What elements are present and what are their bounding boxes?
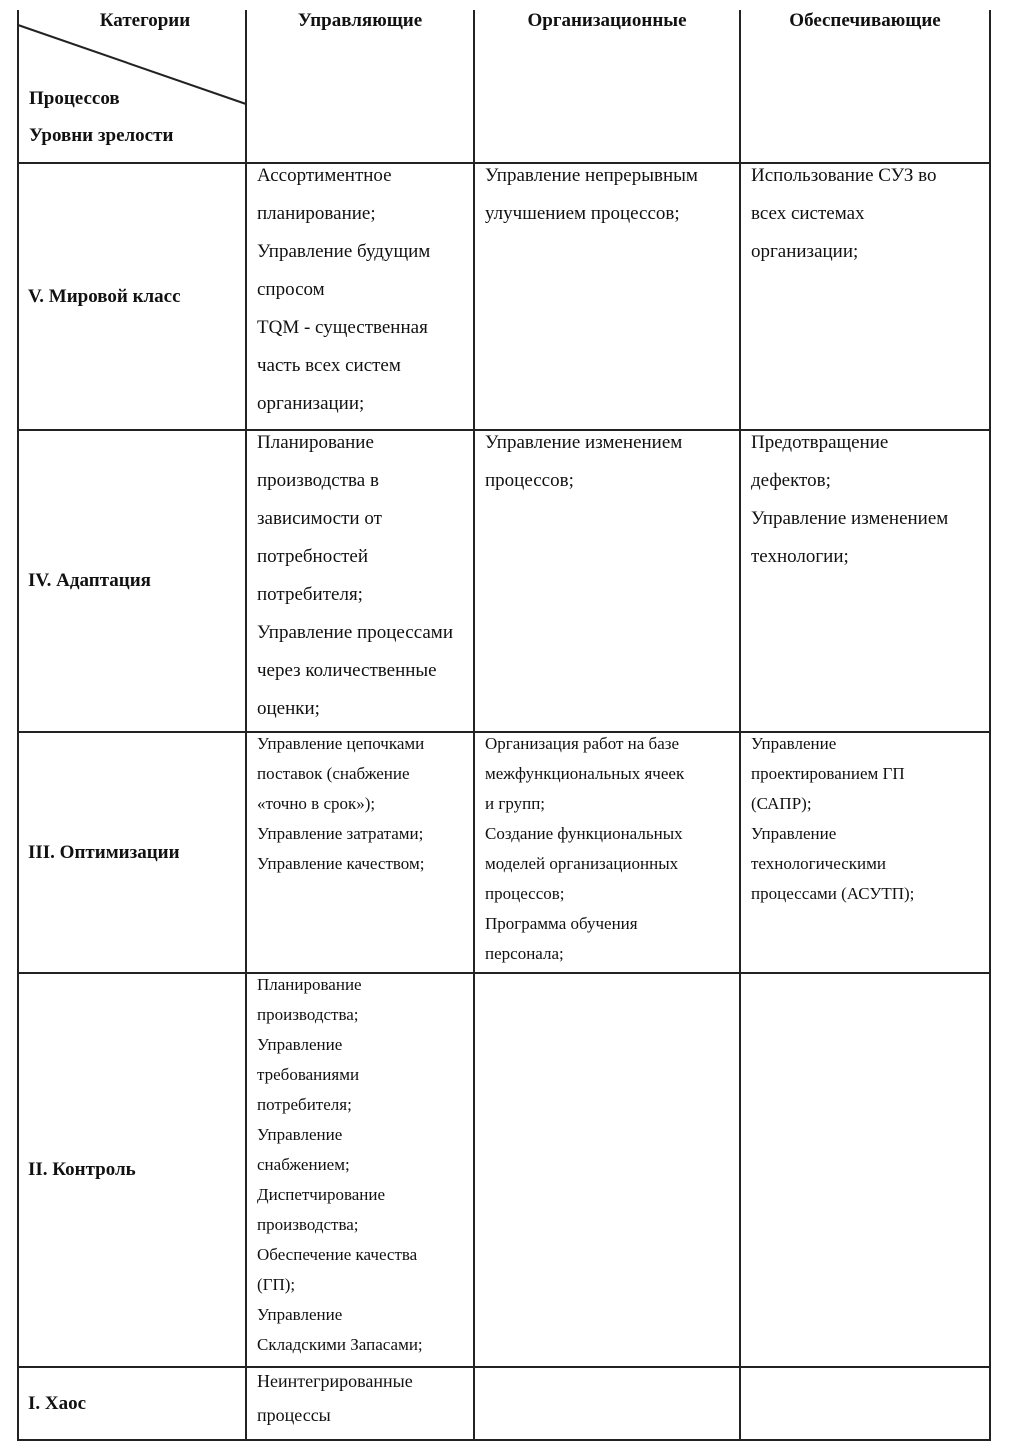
process-text-line: процессов; [485, 470, 574, 491]
row-border [17, 1439, 991, 1441]
process-cell: Управление проектированием ГП (САПР); Управ… [740, 729, 990, 909]
process-cell: Управление цепочками поставок (снабжение «… [246, 729, 474, 879]
process-text-line: производства; [257, 1215, 359, 1234]
row-border [17, 731, 991, 733]
process-text-line: оценки; [257, 698, 320, 719]
process-text-line: Управление изменением [751, 508, 949, 529]
process-text-line: Управление [257, 1125, 343, 1144]
process-cell: Предотвращение дефектов; Управление измене… [740, 424, 990, 576]
process-text-line: Создание функциональных [485, 824, 683, 843]
process-text-line: всех системах [751, 203, 865, 224]
process-text-line: Предотвращение [751, 432, 889, 453]
process-text-line: TQM - существенная [257, 317, 428, 338]
process-cell: Планирование производства в зависимости от… [246, 424, 474, 728]
process-cell: Ассортиментное планирование; Управление бу… [246, 157, 474, 423]
column-border [245, 10, 247, 1441]
process-cell: Управление непрерывным улучшением процесс… [474, 157, 740, 233]
process-text-line: технологическими [751, 854, 886, 873]
corner-processes-label: Процессов [29, 88, 120, 109]
corner-diagonal-line [17, 24, 247, 105]
process-text-line: Управление [751, 824, 837, 843]
process-text-line: производства в [257, 470, 379, 491]
process-text-line: Управление затратами; [257, 824, 424, 843]
process-text-line: Неинтегрированные [257, 1371, 413, 1391]
maturity-level-label: V. Мировой класс [28, 285, 181, 307]
process-text-line: спросом [257, 279, 325, 300]
process-text-line: Управление качеством; [257, 854, 425, 873]
process-text-line: Управление процессами [257, 622, 454, 643]
process-cell: Планирование производства; Управление требо… [246, 970, 474, 1360]
process-text-line: организации; [257, 393, 365, 414]
maturity-level-label: IV. Адаптация [28, 570, 151, 591]
process-text-line: (ГП); [257, 1275, 296, 1294]
maturity-level-label: I. Хаос [28, 1392, 87, 1414]
process-cell: Организация работ на базе межфункциональн… [474, 729, 740, 969]
process-text-line: Управление [257, 1305, 343, 1324]
process-text-line: Складскими Запасами; [257, 1335, 423, 1354]
process-text-line: Использование СУЗ во [751, 165, 937, 186]
process-text-line: потребителя; [257, 1095, 352, 1114]
column-border [739, 10, 741, 1441]
column-border [473, 10, 475, 1441]
process-text-line: Программа обучения [485, 914, 638, 933]
process-text-line: через количественные [257, 660, 437, 681]
process-text-line: часть всех систем [257, 355, 401, 376]
process-text-line: производства; [257, 1005, 359, 1024]
maturity-level-label: III. Оптимизации [28, 841, 180, 863]
process-text-line: Управление будущим [257, 241, 431, 262]
process-text-line: Организация работ на базе [485, 734, 680, 753]
process-text-line: дефектов; [751, 470, 831, 491]
maturity-level-label: II. Контроль [28, 1159, 136, 1180]
process-text-line: Планирование [257, 432, 374, 453]
process-text-line: технологии; [751, 546, 849, 567]
process-text-line: Управление изменением [485, 432, 683, 453]
column-header: Управляющие [297, 10, 423, 31]
process-text-line: процессами (АСУТП); [751, 884, 915, 903]
process-text-line: потребностей [257, 546, 369, 567]
process-text-line: процессы [257, 1405, 331, 1425]
process-text-line: Управление цепочками [257, 734, 425, 753]
row-border [17, 429, 991, 431]
corner-categories-label: Категории [99, 10, 191, 31]
process-text-line: Управление [751, 734, 837, 753]
process-text-line: моделей организационных [485, 854, 679, 873]
column-border [989, 10, 991, 1441]
column-border [17, 10, 19, 1441]
process-text-line: требованиями [257, 1065, 360, 1084]
process-text-line: межфункциональных ячеек [485, 764, 685, 783]
process-text-line: (САПР); [751, 794, 812, 813]
process-text-line: снабжением; [257, 1155, 350, 1174]
row-border [17, 972, 991, 974]
process-text-line: Планирование [257, 975, 362, 994]
process-cell: Управление изменением процессов; [474, 424, 740, 500]
process-text-line: планирование; [257, 203, 376, 224]
process-text-line: процессов; [485, 884, 565, 903]
process-cell: Неинтегрированные процессы [246, 1364, 474, 1432]
process-text-line: Управление непрерывным [485, 165, 698, 186]
process-text-line: организации; [751, 241, 859, 262]
process-text-line: поставок (снабжение [257, 764, 410, 783]
process-text-line: Обеспечение качества [257, 1245, 418, 1264]
process-cell: Использование СУЗ во всех системах организ… [740, 157, 990, 271]
process-text-line: потребителя; [257, 584, 363, 605]
column-header: Организационные [527, 10, 687, 31]
row-border [17, 162, 991, 164]
process-text-line: зависимости от [257, 508, 382, 529]
process-text-line: и групп; [485, 794, 546, 813]
process-text-line: проектированием ГП [751, 764, 905, 783]
process-text-line: Управление [257, 1035, 343, 1054]
corner-levels-label: Уровни зрелости [29, 125, 174, 146]
row-border [17, 1366, 991, 1368]
process-text-line: Диспетчирование [257, 1185, 386, 1204]
process-text-line: улучшением процессов; [485, 203, 680, 224]
process-text-line: Ассортиментное [257, 165, 392, 186]
process-text-line: персонала; [485, 944, 564, 963]
column-header: Обеспечивающие [789, 10, 941, 31]
process-text-line: «точно в срок»); [257, 794, 376, 813]
